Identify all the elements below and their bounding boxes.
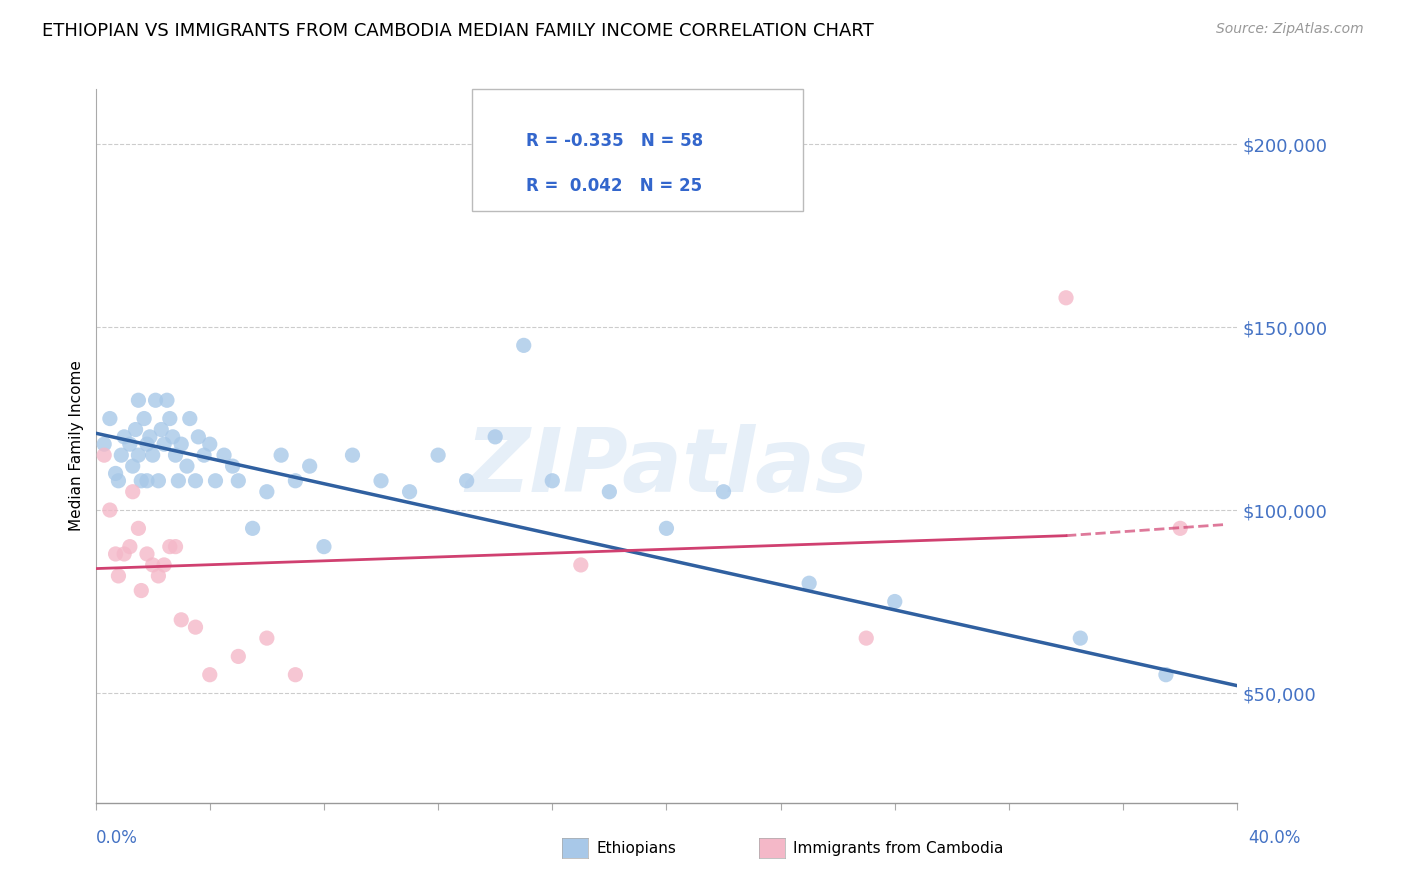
Point bbox=[127, 448, 149, 462]
Point bbox=[150, 423, 173, 437]
Text: ETHIOPIAN VS IMMIGRANTS FROM CAMBODIA MEDIAN FAMILY INCOME CORRELATION CHART: ETHIOPIAN VS IMMIGRANTS FROM CAMBODIA ME… bbox=[42, 22, 875, 40]
Point bbox=[799, 576, 821, 591]
Y-axis label: Median Family Income: Median Family Income bbox=[69, 360, 84, 532]
Point bbox=[139, 430, 162, 444]
Point bbox=[104, 467, 127, 481]
Point bbox=[198, 667, 221, 681]
Point bbox=[136, 547, 159, 561]
Point bbox=[129, 474, 152, 488]
Point bbox=[270, 448, 292, 462]
Text: Immigrants from Cambodia: Immigrants from Cambodia bbox=[793, 841, 1004, 855]
Point bbox=[136, 437, 159, 451]
Point bbox=[127, 521, 149, 535]
Point bbox=[242, 521, 264, 535]
Text: 0.0%: 0.0% bbox=[96, 829, 138, 847]
Point bbox=[312, 540, 335, 554]
Point bbox=[148, 474, 170, 488]
Point bbox=[1168, 521, 1191, 535]
Point bbox=[298, 459, 321, 474]
Point bbox=[159, 411, 181, 425]
Point bbox=[221, 459, 243, 474]
Point bbox=[98, 503, 121, 517]
Point bbox=[228, 649, 250, 664]
Point bbox=[153, 558, 176, 572]
Point bbox=[159, 540, 181, 554]
Point bbox=[121, 459, 143, 474]
Point bbox=[204, 474, 226, 488]
Point bbox=[110, 448, 132, 462]
Point bbox=[370, 474, 392, 488]
Point bbox=[107, 474, 129, 488]
Point bbox=[118, 437, 141, 451]
Point bbox=[541, 474, 564, 488]
Text: ZIPatlas: ZIPatlas bbox=[465, 424, 868, 511]
Point bbox=[134, 411, 156, 425]
Point bbox=[184, 474, 207, 488]
Point bbox=[176, 459, 198, 474]
Point bbox=[107, 569, 129, 583]
Point bbox=[1154, 667, 1177, 681]
Text: Ethiopians: Ethiopians bbox=[596, 841, 676, 855]
Point bbox=[167, 474, 190, 488]
Point bbox=[655, 521, 678, 535]
Point bbox=[156, 393, 179, 408]
Point bbox=[598, 484, 620, 499]
Text: R =  0.042   N = 25: R = 0.042 N = 25 bbox=[526, 178, 702, 195]
Point bbox=[256, 631, 278, 645]
Point bbox=[124, 423, 146, 437]
Point bbox=[398, 484, 420, 499]
Point bbox=[1069, 631, 1091, 645]
Point bbox=[170, 437, 193, 451]
Point bbox=[184, 620, 207, 634]
Point bbox=[162, 430, 184, 444]
Point bbox=[484, 430, 506, 444]
Point bbox=[145, 393, 167, 408]
Point bbox=[855, 631, 877, 645]
Point bbox=[98, 411, 121, 425]
Point bbox=[112, 547, 135, 561]
Point bbox=[112, 430, 135, 444]
Point bbox=[1054, 291, 1077, 305]
Point bbox=[284, 667, 307, 681]
Point bbox=[142, 448, 165, 462]
Point bbox=[883, 594, 905, 608]
Point bbox=[228, 474, 250, 488]
Point bbox=[121, 484, 143, 499]
Point bbox=[179, 411, 201, 425]
Point bbox=[148, 569, 170, 583]
Point bbox=[187, 430, 209, 444]
Point bbox=[193, 448, 215, 462]
Point bbox=[165, 540, 187, 554]
Point bbox=[198, 437, 221, 451]
Point bbox=[427, 448, 450, 462]
Text: Source: ZipAtlas.com: Source: ZipAtlas.com bbox=[1216, 22, 1364, 37]
Point bbox=[93, 437, 115, 451]
Point bbox=[456, 474, 478, 488]
Point bbox=[342, 448, 364, 462]
Point bbox=[713, 484, 735, 499]
Point bbox=[142, 558, 165, 572]
Point bbox=[284, 474, 307, 488]
Point bbox=[153, 437, 176, 451]
Text: 40.0%: 40.0% bbox=[1249, 829, 1301, 847]
Point bbox=[170, 613, 193, 627]
Point bbox=[165, 448, 187, 462]
Point bbox=[256, 484, 278, 499]
Point bbox=[118, 540, 141, 554]
Point bbox=[513, 338, 536, 352]
Point bbox=[136, 474, 159, 488]
Point bbox=[93, 448, 115, 462]
Text: R = -0.335   N = 58: R = -0.335 N = 58 bbox=[526, 132, 703, 151]
Point bbox=[569, 558, 592, 572]
Point bbox=[127, 393, 149, 408]
Point bbox=[104, 547, 127, 561]
Point bbox=[129, 583, 152, 598]
Point bbox=[212, 448, 235, 462]
